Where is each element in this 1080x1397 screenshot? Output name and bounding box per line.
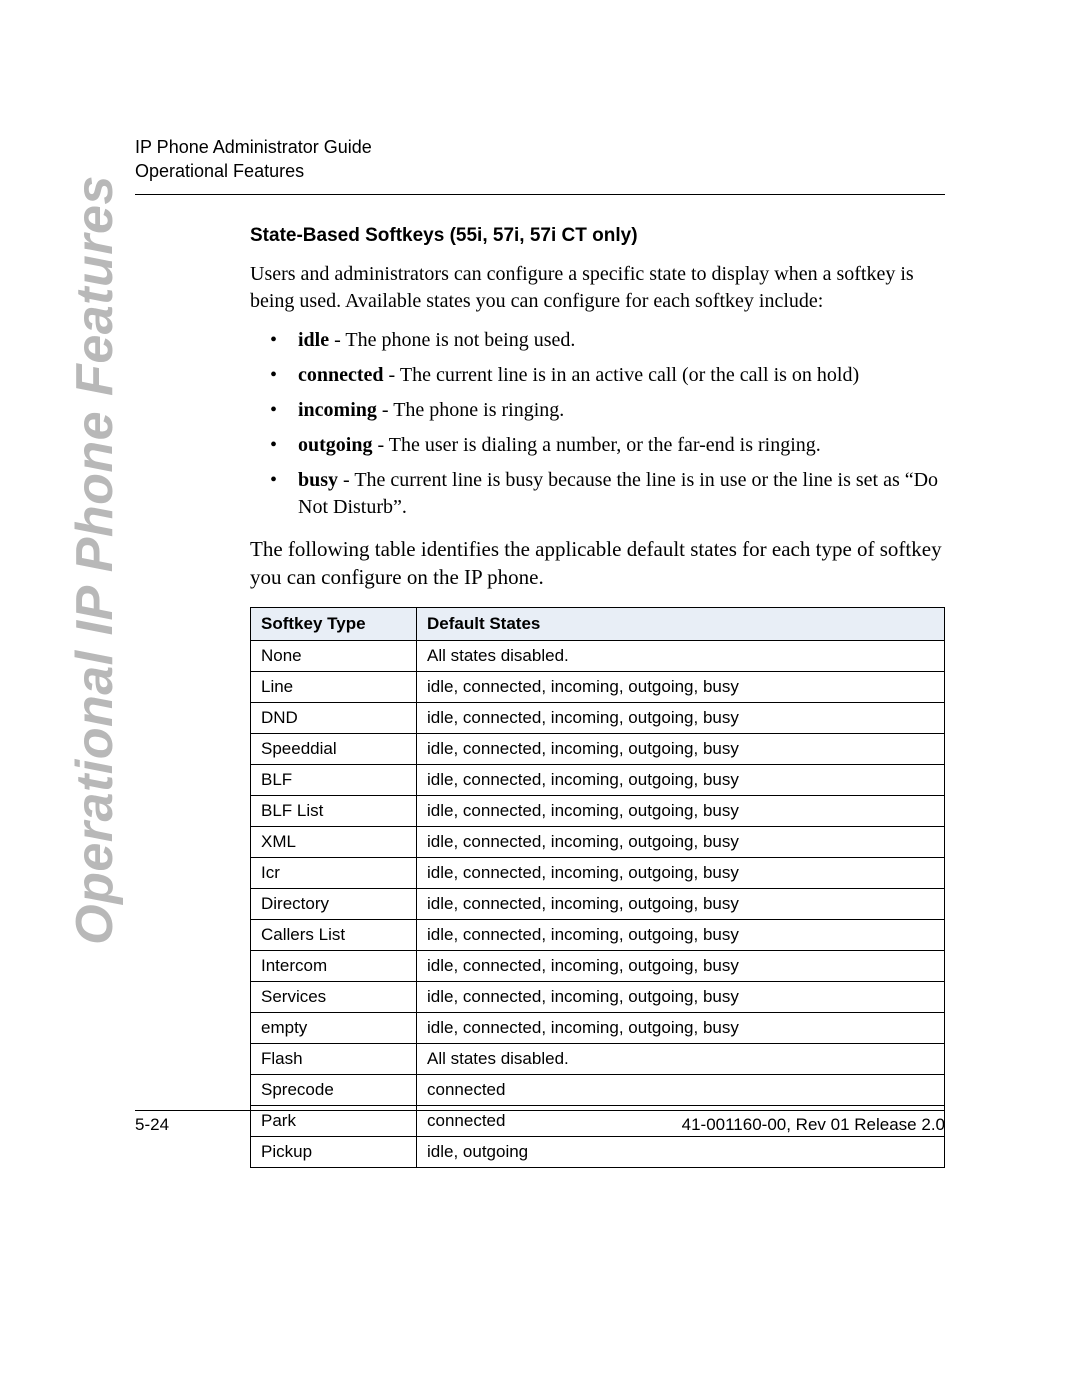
table-cell: Pickup <box>251 1137 417 1168</box>
running-header: IP Phone Administrator Guide Operational… <box>135 135 945 190</box>
table-cell: BLF List <box>251 796 417 827</box>
table-cell: idle, connected, incoming, outgoing, bus… <box>417 951 945 982</box>
softkey-states-table: Softkey Type Default States NoneAll stat… <box>250 607 945 1168</box>
table-cell: idle, connected, incoming, outgoing, bus… <box>417 796 945 827</box>
table-row: emptyidle, connected, incoming, outgoing… <box>251 1013 945 1044</box>
table-cell: Icr <box>251 858 417 889</box>
table-header-row: Softkey Type Default States <box>251 608 945 641</box>
table-cell: Services <box>251 982 417 1013</box>
table-body: NoneAll states disabled.Lineidle, connec… <box>251 641 945 1168</box>
state-term: busy <box>298 469 338 491</box>
table-row: FlashAll states disabled. <box>251 1044 945 1075</box>
state-list: idle - The phone is not being used. conn… <box>250 327 945 521</box>
table-cell: idle, connected, incoming, outgoing, bus… <box>417 1013 945 1044</box>
table-header-cell: Softkey Type <box>251 608 417 641</box>
table-cell: idle, connected, incoming, outgoing, bus… <box>417 734 945 765</box>
table-cell: idle, connected, incoming, outgoing, bus… <box>417 765 945 796</box>
state-term: idle <box>298 329 329 351</box>
state-desc: - The phone is not being used. <box>329 329 575 351</box>
state-desc: - The phone is ringing. <box>377 399 564 421</box>
table-cell: idle, connected, incoming, outgoing, bus… <box>417 827 945 858</box>
table-row: Lineidle, connected, incoming, outgoing,… <box>251 672 945 703</box>
state-item: incoming - The phone is ringing. <box>250 397 945 424</box>
table-row: Icridle, connected, incoming, outgoing, … <box>251 858 945 889</box>
table-cell: Callers List <box>251 920 417 951</box>
table-row: Directoryidle, connected, incoming, outg… <box>251 889 945 920</box>
table-cell: idle, connected, incoming, outgoing, bus… <box>417 982 945 1013</box>
side-chapter-title: Operational IP Phone Features <box>65 175 125 945</box>
table-cell: idle, connected, incoming, outgoing, bus… <box>417 920 945 951</box>
table-row: Sprecodeconnected <box>251 1075 945 1106</box>
state-item: connected - The current line is in an ac… <box>250 362 945 389</box>
running-header-line2: Operational Features <box>135 159 945 183</box>
table-cell: idle, connected, incoming, outgoing, bus… <box>417 889 945 920</box>
state-item: outgoing - The user is dialing a number,… <box>250 432 945 459</box>
header-rule <box>135 194 945 195</box>
page-body: IP Phone Administrator Guide Operational… <box>135 135 945 1168</box>
page-footer: 5-24 41-001160-00, Rev 01 Release 2.0 <box>135 1110 945 1135</box>
table-row: NoneAll states disabled. <box>251 641 945 672</box>
table-row: BLFidle, connected, incoming, outgoing, … <box>251 765 945 796</box>
table-cell: DND <box>251 703 417 734</box>
footer-doc-id: 41-001160-00, Rev 01 Release 2.0 <box>682 1115 945 1135</box>
state-desc: - The user is dialing a number, or the f… <box>372 434 820 456</box>
table-cell: empty <box>251 1013 417 1044</box>
footer-page-number: 5-24 <box>135 1115 169 1135</box>
table-cell: idle, connected, incoming, outgoing, bus… <box>417 858 945 889</box>
table-intro-paragraph: The following table identifies the appli… <box>250 535 945 592</box>
state-term: connected <box>298 364 384 386</box>
table-row: Pickupidle, outgoing <box>251 1137 945 1168</box>
main-content: State-Based Softkeys (55i, 57i, 57i CT o… <box>250 225 945 1169</box>
table-row: BLF Listidle, connected, incoming, outgo… <box>251 796 945 827</box>
table-row: Servicesidle, connected, incoming, outgo… <box>251 982 945 1013</box>
table-row: Callers Listidle, connected, incoming, o… <box>251 920 945 951</box>
table-cell: XML <box>251 827 417 858</box>
table-cell: All states disabled. <box>417 641 945 672</box>
table-cell: All states disabled. <box>417 1044 945 1075</box>
state-item: busy - The current line is busy because … <box>250 467 945 521</box>
state-desc: - The current line is busy because the l… <box>298 469 938 518</box>
state-term: outgoing <box>298 434 372 456</box>
table-row: DNDidle, connected, incoming, outgoing, … <box>251 703 945 734</box>
table-cell: idle, connected, incoming, outgoing, bus… <box>417 703 945 734</box>
table-cell: None <box>251 641 417 672</box>
table-cell: Flash <box>251 1044 417 1075</box>
table-cell: Line <box>251 672 417 703</box>
table-cell: Directory <box>251 889 417 920</box>
table-cell: idle, outgoing <box>417 1137 945 1168</box>
table-cell: Speeddial <box>251 734 417 765</box>
table-header-cell: Default States <box>417 608 945 641</box>
table-row: XMLidle, connected, incoming, outgoing, … <box>251 827 945 858</box>
table-cell: BLF <box>251 765 417 796</box>
footer-rule <box>135 1110 945 1111</box>
table-cell: connected <box>417 1075 945 1106</box>
table-cell: Sprecode <box>251 1075 417 1106</box>
table-cell: Intercom <box>251 951 417 982</box>
table-row: Speeddialidle, connected, incoming, outg… <box>251 734 945 765</box>
table-cell: idle, connected, incoming, outgoing, bus… <box>417 672 945 703</box>
table-row: Intercomidle, connected, incoming, outgo… <box>251 951 945 982</box>
state-item: idle - The phone is not being used. <box>250 327 945 354</box>
state-desc: - The current line is in an active call … <box>384 364 860 386</box>
intro-paragraph: Users and administrators can configure a… <box>250 261 945 315</box>
running-header-line1: IP Phone Administrator Guide <box>135 135 945 159</box>
state-term: incoming <box>298 399 377 421</box>
section-title: State-Based Softkeys (55i, 57i, 57i CT o… <box>250 225 945 247</box>
